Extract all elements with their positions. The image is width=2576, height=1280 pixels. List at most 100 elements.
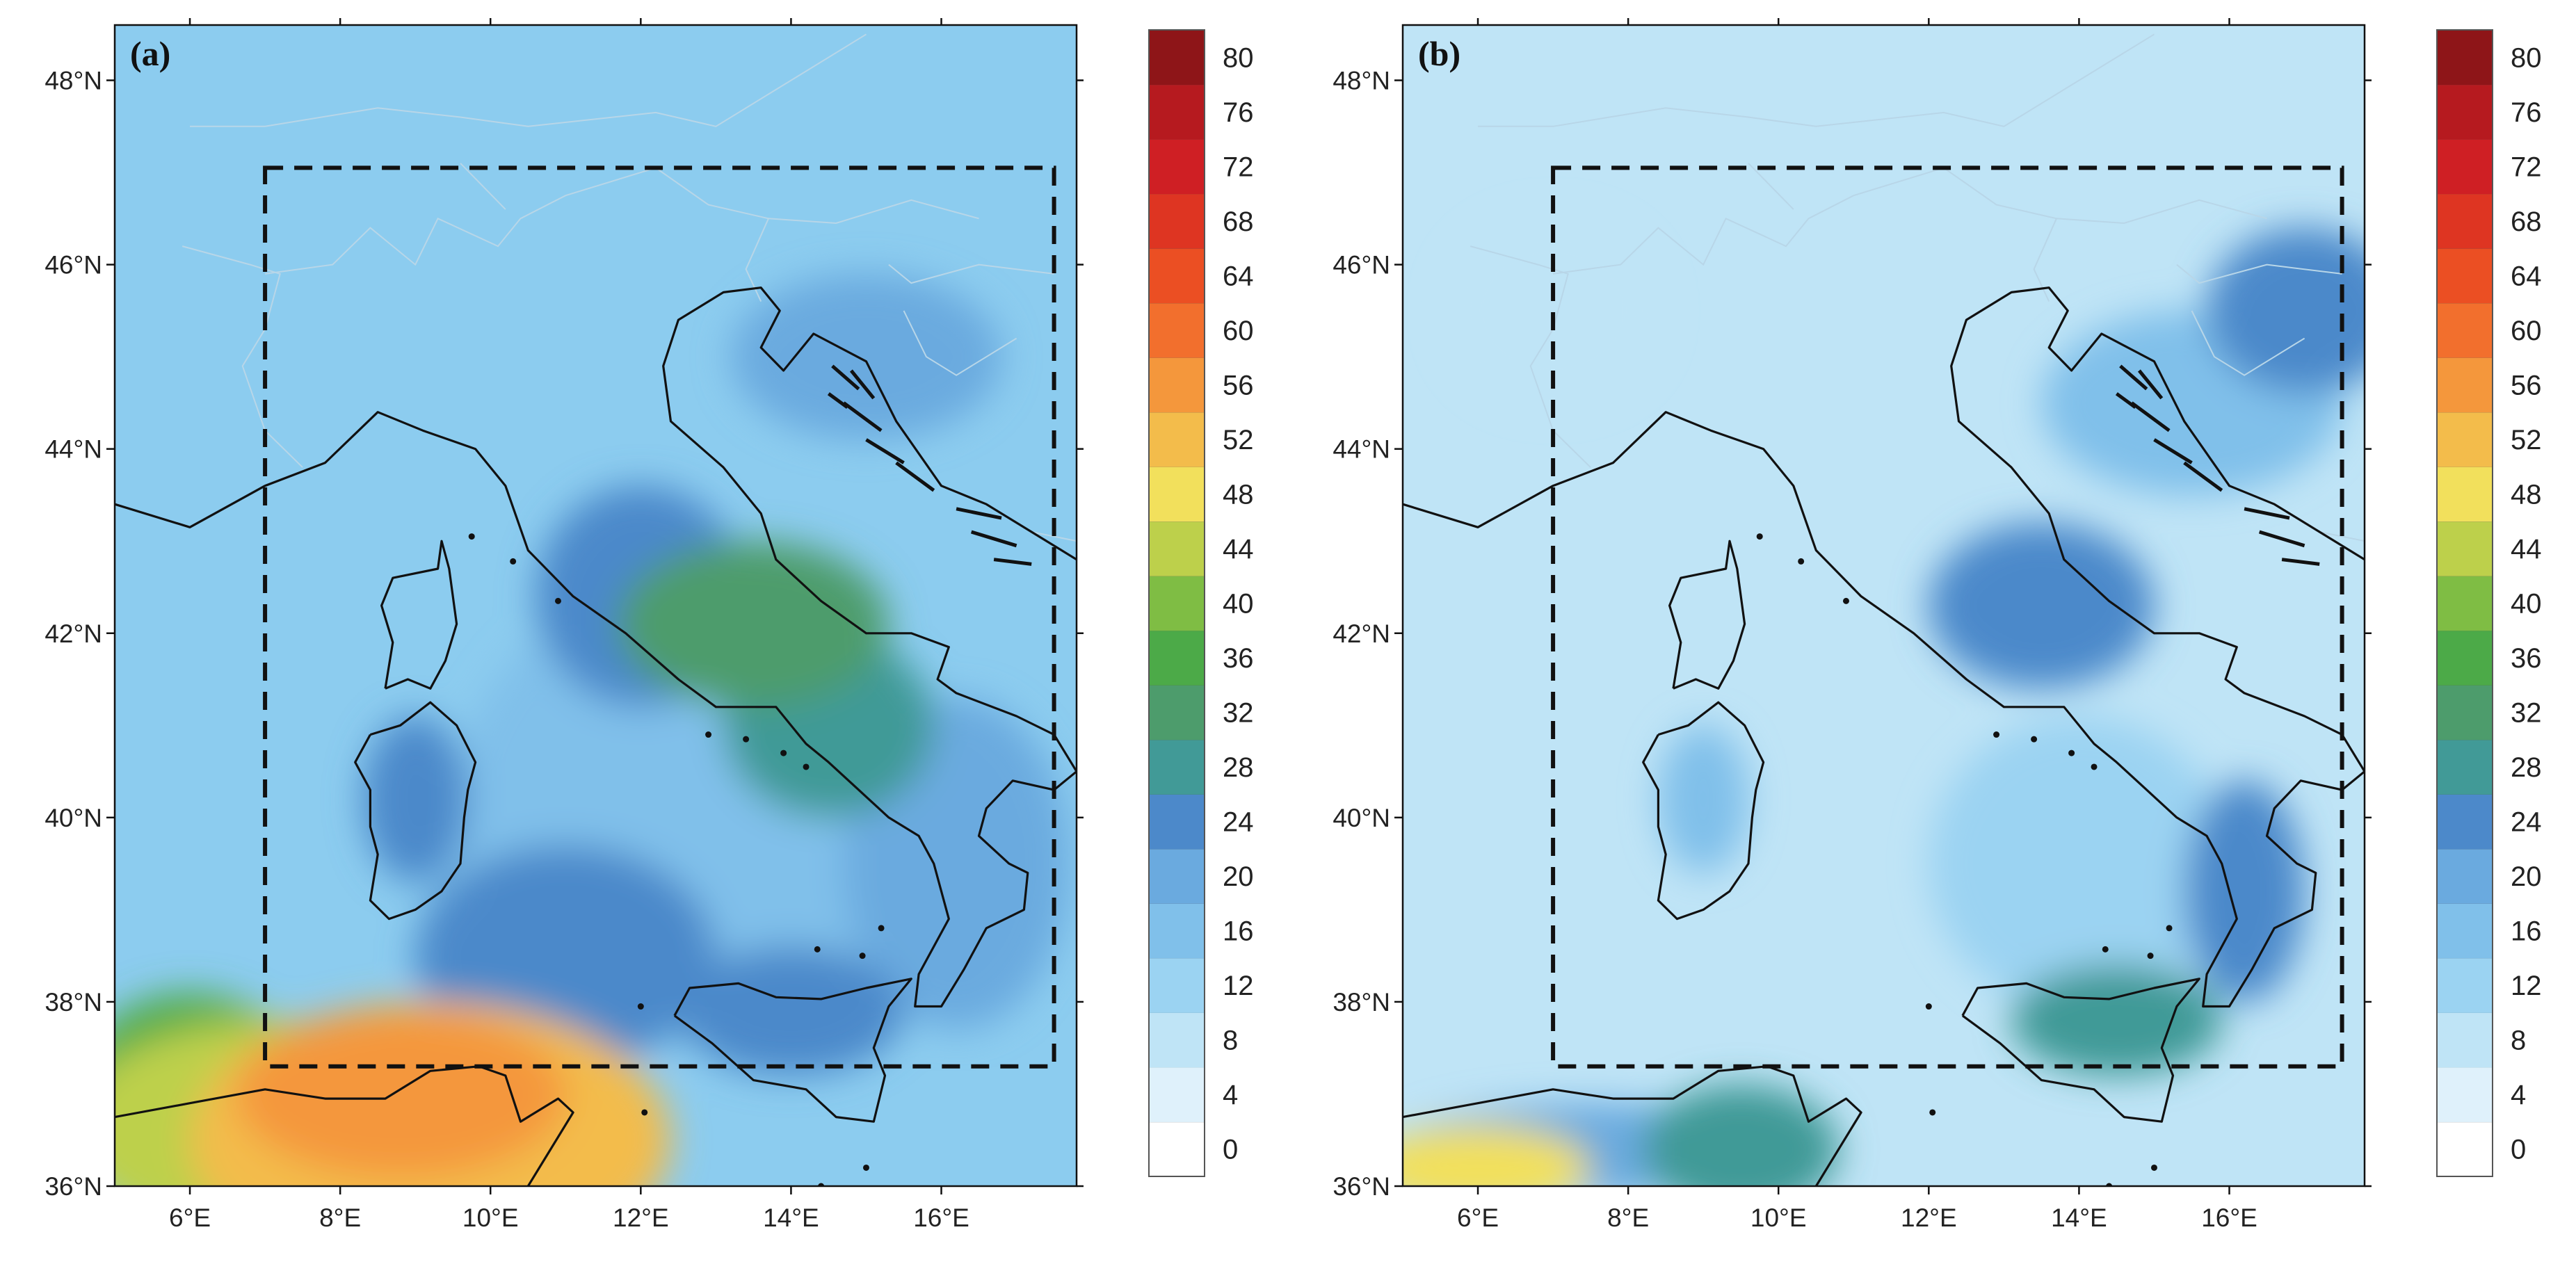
coastline-corsica <box>380 540 458 690</box>
colorbar-label: 48 <box>1223 479 1254 510</box>
colorbar-label: 36 <box>1223 643 1254 674</box>
colorbar-swatch <box>1149 1067 1205 1122</box>
colorbar-label: 32 <box>2511 698 2542 729</box>
colorbar-label: 8 <box>1223 1026 1238 1056</box>
colorbar-label: 16 <box>1223 916 1254 947</box>
border-line <box>460 33 867 127</box>
small-island <box>862 1164 869 1171</box>
map-panel-a: 6°E 8°E 10°E 12°E 14°E 16°E48°N46°N44°N42°N40… <box>45 18 1254 1232</box>
colorbar-swatch <box>2437 302 2493 358</box>
colorbar-frame <box>2436 29 2493 1177</box>
dalmatian-island <box>993 558 1032 566</box>
field-cell <box>1447 218 1659 403</box>
dalmatian-island <box>2130 401 2171 432</box>
lon-tick-label: 8°E <box>319 1204 361 1232</box>
colorbar-label: 76 <box>1223 97 1254 128</box>
colorbar-swatch <box>2437 848 2493 904</box>
colorbar-swatch <box>2437 903 2493 959</box>
small-island <box>814 946 821 953</box>
lon-tick-label: 6°E <box>169 1204 211 1232</box>
colorbar-label: 56 <box>2511 370 2542 400</box>
colorbar-label: 68 <box>2511 206 2542 237</box>
small-island <box>468 533 475 540</box>
small-island <box>2102 946 2109 953</box>
colorbar-swatch <box>2437 957 2493 1013</box>
colorbar-swatch <box>2437 685 2493 740</box>
field-cell <box>2184 780 2305 1002</box>
colorbar-swatch <box>1149 794 1205 850</box>
small-island <box>2166 925 2173 932</box>
colorbar-label: 0 <box>2511 1135 2526 1165</box>
colorbar-label: 40 <box>2511 589 2542 619</box>
map-panel-b: 6°E 8°E 10°E 12°E 14°E 16°E48°N46°N44°N42°N40… <box>1333 18 2542 1232</box>
colorbar-label: 36 <box>2511 643 2542 674</box>
field-cell <box>1929 716 2230 1012</box>
colorbar-swatch <box>1149 302 1205 358</box>
colorbar-swatch <box>2437 412 2493 467</box>
colorbar-label: 68 <box>1223 206 1254 237</box>
colorbar-label: 44 <box>2511 534 2542 565</box>
small-island <box>859 953 866 959</box>
small-island <box>2031 736 2038 743</box>
colorbar-label: 52 <box>1223 425 1254 455</box>
colorbar-swatch <box>2437 30 2493 86</box>
colorbar-swatch <box>2437 1121 2493 1177</box>
precip-field <box>1403 25 2365 1186</box>
panel-label: (b) <box>1418 34 1460 73</box>
dalmatian-island <box>2153 438 2193 464</box>
dalmatian-island <box>849 369 876 400</box>
small-island <box>780 750 787 756</box>
field-blobs <box>1403 218 2365 1186</box>
lon-tick-label: 6°E <box>1457 1204 1499 1232</box>
coastline-mainland <box>1403 286 2365 1008</box>
colorbar-label: 24 <box>2511 807 2542 838</box>
colorbar-swatch <box>1149 630 1205 686</box>
lat-tick-label: 44°N <box>45 435 102 464</box>
dalmatian-island <box>2281 558 2320 566</box>
colorbar-label: 32 <box>1223 698 1254 729</box>
small-island <box>637 1003 644 1010</box>
colorbar-label: 12 <box>1223 971 1254 1001</box>
colorbar-swatch <box>2437 84 2493 140</box>
field-cell <box>1643 1085 1839 1186</box>
colorbar-swatch <box>1149 84 1205 140</box>
small-island <box>743 736 750 743</box>
dalmatian-island <box>956 507 1002 520</box>
colorbar-swatch <box>1149 30 1205 86</box>
colorbar-swatch <box>2437 630 2493 686</box>
small-island <box>554 597 561 604</box>
colorbar-label: 44 <box>1223 534 1254 565</box>
field-cell <box>1929 522 2155 689</box>
dalmatian-island <box>827 392 848 410</box>
lat-tick-label: 46°N <box>45 251 102 280</box>
dalmatian-island <box>2119 364 2148 391</box>
panel-b: 6°E 8°E 10°E 12°E 14°E 16°E 48°N 46°N 44°N 42°N 40… <box>1288 0 2576 1277</box>
lon-tick-label: 10°E <box>462 1204 519 1232</box>
border-line <box>1031 531 1077 542</box>
border-line <box>2319 531 2365 542</box>
dalmatian-island <box>2258 530 2305 548</box>
small-island <box>1971 1224 1977 1231</box>
colorbar-swatch <box>2437 521 2493 576</box>
colorbar-label: 28 <box>1223 752 1254 783</box>
lat-tick-label: 38°N <box>45 988 102 1016</box>
small-island <box>878 925 885 932</box>
colorbar-label: 20 <box>1223 861 1254 892</box>
lat-tick-label: 44°N <box>1333 435 1390 464</box>
colorbar-swatch <box>1149 685 1205 740</box>
small-island <box>641 1109 648 1116</box>
small-island <box>1842 597 1849 604</box>
border-line <box>2033 218 2057 302</box>
colorbar-swatch <box>1149 1012 1205 1068</box>
lat-tick-label: 36°N <box>1333 1172 1390 1201</box>
colorbar-swatch <box>1149 957 1205 1013</box>
colorbar-swatch <box>1149 139 1205 195</box>
lat-tick-label: 38°N <box>1333 988 1390 1016</box>
colorbar-swatch <box>1149 412 1205 467</box>
field-blobs <box>115 273 1070 1186</box>
colorbar-label: 48 <box>2511 479 2542 510</box>
panel-label: (a) <box>130 34 170 73</box>
field-cell <box>1658 725 1749 873</box>
